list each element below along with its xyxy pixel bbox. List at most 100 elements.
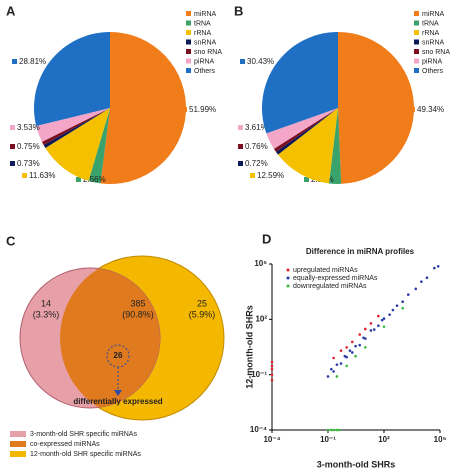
pie-slice bbox=[338, 32, 414, 184]
legend-swatch bbox=[186, 58, 191, 64]
slice-label: 0.72% bbox=[245, 159, 268, 168]
pie-slice bbox=[88, 108, 110, 184]
chart-title: Difference in miRNA profiles bbox=[306, 247, 415, 256]
point bbox=[358, 333, 362, 336]
legend-marker bbox=[286, 268, 290, 272]
point bbox=[270, 364, 274, 368]
inner-label: differentially expressed bbox=[73, 397, 162, 406]
label-swatch bbox=[10, 125, 15, 130]
point bbox=[382, 325, 386, 328]
point bbox=[270, 367, 274, 371]
x-axis-label: 3-month-old SHRs bbox=[317, 459, 396, 469]
pie-slice bbox=[328, 108, 342, 185]
arrow-head bbox=[114, 390, 122, 396]
point bbox=[369, 329, 373, 332]
point bbox=[364, 337, 367, 340]
slice-label: 12.59% bbox=[257, 171, 284, 180]
legend-label: 3-month-old SHR specific miRNAs bbox=[30, 431, 137, 438]
pie-slice bbox=[43, 108, 111, 148]
point bbox=[414, 287, 418, 291]
pie-slice bbox=[100, 32, 186, 185]
legend-label: rRNA bbox=[422, 30, 439, 37]
point bbox=[377, 314, 380, 318]
point bbox=[436, 265, 440, 268]
legend-swatch bbox=[414, 39, 419, 45]
legend-label: tRNA bbox=[194, 20, 211, 27]
label-swatch bbox=[238, 125, 243, 130]
legend-swatch bbox=[414, 11, 419, 16]
y-tick-label: 10⁻⁴ bbox=[250, 425, 267, 434]
pie-slice bbox=[45, 108, 110, 181]
slice-label: 28.81% bbox=[19, 57, 46, 66]
label-swatch bbox=[182, 107, 187, 112]
y-axis-label: 12-month-old SHRs bbox=[244, 305, 254, 389]
label-swatch bbox=[76, 177, 81, 182]
venn-count: 25 bbox=[197, 298, 207, 308]
venn-count: 385 bbox=[130, 298, 145, 308]
point bbox=[382, 317, 386, 320]
label-swatch bbox=[250, 173, 255, 178]
label-swatch bbox=[304, 177, 309, 182]
point bbox=[329, 428, 333, 432]
legend-label: tRNA bbox=[422, 20, 439, 27]
point bbox=[339, 349, 343, 352]
point bbox=[433, 266, 436, 270]
point bbox=[348, 349, 352, 352]
legend-label: equally-expressed miRNAs bbox=[293, 275, 378, 282]
legend-marker bbox=[286, 276, 290, 280]
legend-label: sno RNA bbox=[194, 49, 222, 56]
label-swatch bbox=[238, 161, 243, 166]
legend-swatch bbox=[10, 451, 26, 457]
label-swatch bbox=[12, 59, 17, 64]
point bbox=[332, 428, 335, 432]
point bbox=[270, 373, 274, 376]
point bbox=[339, 362, 343, 365]
venn-percent: (3.3%) bbox=[33, 309, 60, 319]
point bbox=[388, 313, 391, 316]
point bbox=[270, 378, 274, 382]
point bbox=[377, 324, 380, 328]
label-swatch bbox=[10, 161, 15, 166]
pie-slice bbox=[278, 108, 338, 184]
label-swatch bbox=[240, 59, 245, 64]
legend-label: miRNA bbox=[422, 11, 444, 18]
point bbox=[420, 280, 423, 283]
point bbox=[372, 328, 376, 331]
point bbox=[332, 356, 335, 360]
legend-swatch bbox=[186, 49, 191, 54]
slice-label: 2.56% bbox=[83, 175, 106, 184]
legend-swatch bbox=[186, 39, 191, 45]
y-tick-label: 10⁻¹ bbox=[251, 370, 267, 379]
point bbox=[335, 428, 339, 432]
x-tick-label: 10⁻¹ bbox=[320, 435, 336, 444]
panel-letter: C bbox=[6, 233, 16, 248]
legend-swatch bbox=[10, 441, 26, 447]
x-tick-label: 10⁵ bbox=[434, 435, 447, 444]
y-tick-label: 10² bbox=[255, 314, 267, 323]
slice-label: 3.53% bbox=[17, 123, 40, 132]
legend-marker bbox=[286, 284, 290, 288]
point bbox=[350, 340, 354, 344]
legend-label: co-expressed miRNAs bbox=[30, 441, 100, 448]
pie-slice bbox=[41, 108, 111, 145]
point bbox=[364, 327, 367, 331]
label-swatch bbox=[22, 173, 27, 178]
x-tick-label: 10² bbox=[378, 435, 390, 444]
slice-label: 0.73% bbox=[17, 159, 40, 168]
point bbox=[369, 322, 373, 325]
panel-letter: A bbox=[6, 3, 16, 18]
point bbox=[358, 343, 362, 347]
legend-swatch bbox=[414, 30, 419, 35]
legend-label: 12-month-old SHR specific miRNAs bbox=[30, 451, 141, 458]
point bbox=[391, 308, 395, 312]
legend-swatch bbox=[414, 58, 419, 64]
legend-label: miRNA bbox=[194, 11, 216, 18]
venn-percent: (5.9%) bbox=[189, 309, 216, 319]
point bbox=[329, 367, 333, 371]
pie-slice bbox=[34, 32, 110, 127]
point bbox=[337, 428, 341, 432]
panel-letter: D bbox=[262, 231, 271, 246]
y-tick-label: 10⁵ bbox=[254, 259, 267, 268]
legend-swatch bbox=[414, 68, 419, 73]
venn-percent: (90.8%) bbox=[122, 309, 154, 319]
